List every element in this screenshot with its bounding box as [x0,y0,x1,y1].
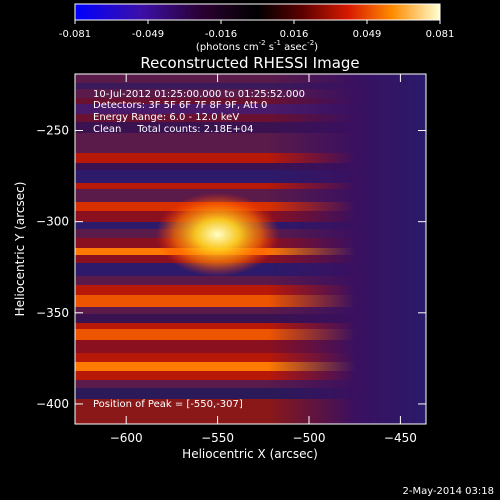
peak-position-label: Position of Peak = [-550,-307] [93,399,243,410]
image-stripe [75,340,426,353]
annotation-clean: Clean Total counts: 2.18E+04 [93,124,253,135]
image-stripe [75,189,426,202]
colorbar-ticks: -0.081 -0.049 -0.016 0.016 0.049 0.081 [59,20,454,40]
image-stripe [75,362,426,371]
colorbar-tick-label: -0.049 [132,29,164,40]
colorbar-tick-label: 0.016 [280,29,309,40]
image-stripe [75,399,426,407]
x-tick-label: −450 [384,431,417,445]
image-stripe [75,295,426,307]
image-stripe [75,388,426,399]
y-tick-label: −400 [36,397,69,411]
image-stripe [75,269,426,276]
image-stripe [75,83,426,89]
image-stripe [75,407,426,419]
footer-timestamp: 2-May-2014 03:18 [402,486,494,497]
colorbar-tick-label: 0.081 [426,29,455,40]
plot-frame [74,73,427,425]
image-stripe [75,163,426,170]
image-stripe [75,170,426,183]
image-stripe [75,276,426,285]
image-area [75,74,426,424]
x-tick-label: −550 [201,431,234,445]
image-stripe [75,353,426,362]
image-stripe [75,114,426,122]
colorbar-gradient [74,3,441,21]
x-axis-label: Heliocentric X (arcsec) [182,447,318,461]
colorbar: -0.081 -0.049 -0.016 0.016 0.049 0.081 (photo… [59,3,454,53]
y-axis-label: Heliocentric Y (arcsec) [13,182,27,317]
annotation-energy: Energy Range: 6.0 - 12.0 keV [93,112,239,123]
annotations: 10-Jul-2012 01:25:00.000 to 01:25:52.000… [93,89,305,410]
image-stripe [75,285,426,295]
annotation-detectors: Detectors: 3F 5F 6F 7F 8F 9F, Att 0 [93,100,267,111]
chart-title: Reconstructed RHESSI Image [140,54,359,72]
image-stripe [75,153,426,163]
image-stripe [75,89,426,98]
y-tick-label: −250 [36,124,69,138]
image-stripe [75,98,426,104]
colorbar-tick-label: -0.016 [205,29,237,40]
annotation-time: 10-Jul-2012 01:25:00.000 to 01:25:52.000 [93,89,305,100]
colorbar-tick-label: 0.049 [353,29,382,40]
peak-source [155,192,280,277]
image-stripe [75,371,426,380]
image-stripe [75,104,426,114]
image-stripe [75,419,426,424]
image-stripe [75,314,426,323]
y-tick-label: −300 [36,215,69,229]
peak-blob [155,192,280,277]
image-stripe [75,142,426,153]
image-stripe [75,183,426,189]
colorbar-tick-label: -0.081 [59,29,91,40]
x-tick-label: −600 [110,431,143,445]
image-stripe [75,122,426,133]
x-axis-ticks: −600 −550 −500 −450 [110,74,417,445]
image-stripe [75,329,426,340]
x-tick-label: −500 [293,431,326,445]
colorbar-unit-label: (photons cm-2 s-1 asec-2) [196,39,318,53]
image-stripe [75,74,426,83]
image-stripe [75,323,426,329]
image-stripe [75,307,426,314]
y-axis-ticks: −250 −300 −350 −400 [36,124,426,411]
y-tick-label: −350 [36,306,69,320]
image-stripe [75,380,426,388]
image-stripe [75,133,426,142]
